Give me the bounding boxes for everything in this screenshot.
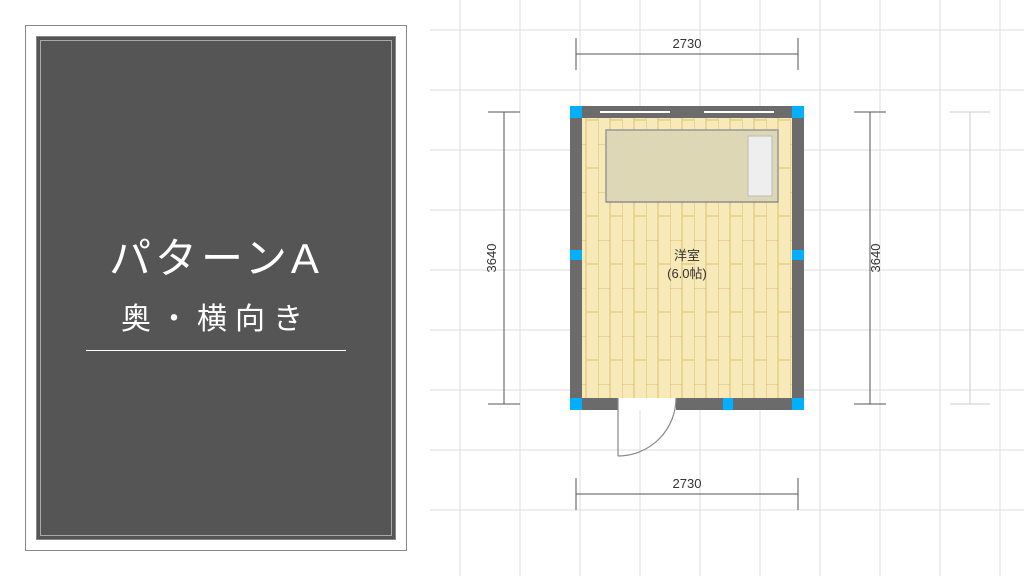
title-main: パターンA bbox=[109, 225, 323, 286]
room-label: 洋室 bbox=[674, 248, 700, 263]
dim-far-right bbox=[950, 112, 990, 404]
floorplan-svg: 洋室 (6.0帖) 2730 2730 3640 3640 bbox=[430, 0, 1024, 576]
title-panel: パターンA 奥・横向き bbox=[26, 26, 406, 550]
dim-top-label: 2730 bbox=[673, 36, 702, 51]
panel-inner-border bbox=[40, 40, 392, 536]
room-size-label: (6.0帖) bbox=[667, 266, 707, 281]
dim-left-label: 3640 bbox=[484, 244, 499, 273]
dim-bottom-label: 2730 bbox=[673, 476, 702, 491]
floorplan-area: 洋室 (6.0帖) 2730 2730 3640 3640 bbox=[430, 0, 1024, 576]
bed bbox=[606, 130, 778, 202]
title-sub: 奥・横向き bbox=[86, 294, 346, 351]
dim-right-label: 3640 bbox=[868, 244, 883, 273]
door-opening bbox=[618, 398, 676, 410]
